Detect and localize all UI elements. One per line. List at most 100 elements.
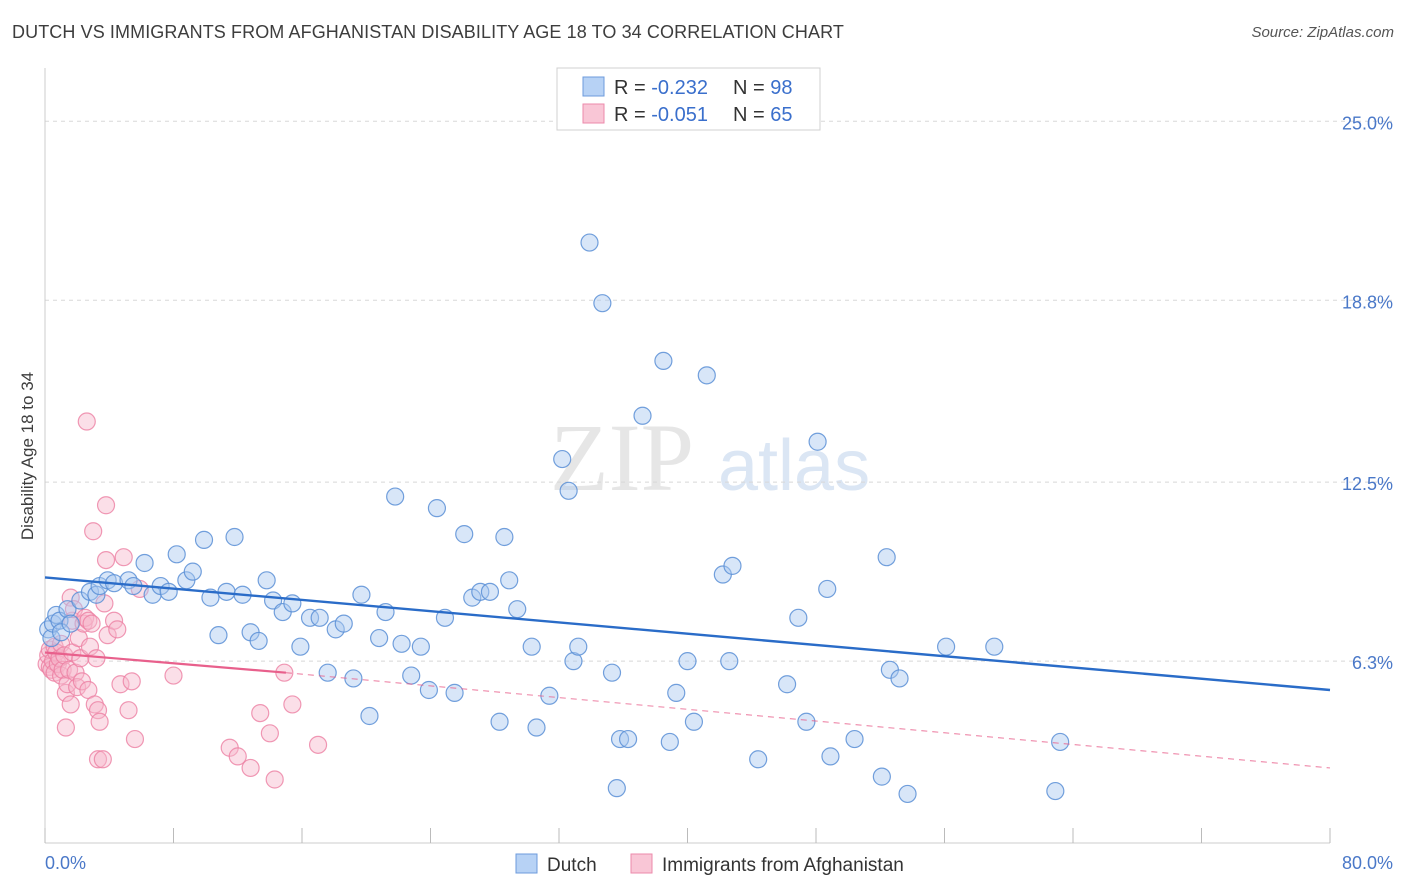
axes bbox=[44, 68, 1331, 844]
legend-swatch-afghan bbox=[582, 103, 605, 124]
afghan-point bbox=[251, 703, 270, 723]
dutch-point bbox=[872, 767, 891, 786]
dutch-point bbox=[402, 666, 421, 685]
y-tick-label: 25.0% bbox=[1342, 113, 1393, 133]
afghan-point bbox=[265, 770, 284, 789]
watermark-zip: ZIP bbox=[550, 404, 694, 511]
dutch-point bbox=[490, 712, 509, 731]
dutch-point bbox=[678, 652, 697, 671]
dutch-point bbox=[877, 548, 896, 567]
afghan-trend-line bbox=[44, 651, 287, 674]
dutch-point bbox=[1046, 781, 1065, 801]
legend-row-1-n: N = 98 bbox=[733, 77, 793, 99]
dutch-point bbox=[386, 487, 405, 506]
afghan-point bbox=[114, 548, 133, 567]
afghan-point bbox=[283, 695, 302, 714]
dutch-point bbox=[553, 449, 572, 469]
dutch-series bbox=[39, 233, 1070, 804]
afghan-point bbox=[84, 522, 103, 541]
dutch-point bbox=[334, 614, 353, 633]
legend-row-1: R = -0.232 bbox=[614, 77, 708, 99]
dutch-point bbox=[455, 525, 474, 544]
dutch-point bbox=[427, 499, 447, 518]
dutch-point bbox=[419, 680, 438, 700]
x-tick-label: 80.0% bbox=[1342, 853, 1393, 873]
afghan-point bbox=[77, 412, 96, 431]
afghan-point bbox=[111, 675, 130, 694]
dutch-point bbox=[749, 750, 768, 769]
dutch-point bbox=[445, 683, 464, 702]
afghan-point bbox=[61, 695, 80, 714]
afghan-point bbox=[56, 718, 75, 737]
dutch-point bbox=[660, 732, 679, 752]
afghan-point bbox=[88, 750, 108, 769]
afghan-point bbox=[88, 701, 108, 720]
dutch-point bbox=[667, 683, 686, 702]
afghan-point bbox=[164, 666, 183, 685]
dutch-point bbox=[937, 637, 956, 656]
dutch-point bbox=[684, 712, 704, 731]
dutch-point bbox=[602, 663, 622, 682]
afghan-point bbox=[90, 712, 109, 731]
afghan-trend-extension bbox=[285, 672, 1331, 769]
afghan-point bbox=[228, 747, 247, 766]
dutch-point bbox=[61, 614, 80, 633]
dutch-point bbox=[209, 626, 228, 645]
afghan-point bbox=[68, 678, 87, 697]
dutch-point bbox=[500, 571, 519, 590]
dutch-point bbox=[607, 779, 626, 798]
dutch-point bbox=[291, 637, 310, 656]
afghan-point bbox=[308, 735, 328, 754]
dutch-point bbox=[1051, 732, 1070, 752]
dutch-point bbox=[720, 652, 739, 671]
x-tick-labels: 0.0% 80.0% bbox=[45, 853, 1393, 873]
y-tick-label: 12.5% bbox=[1342, 474, 1393, 494]
dutch-point bbox=[47, 605, 66, 625]
afghan-point bbox=[82, 614, 101, 633]
chart-title: DUTCH VS IMMIGRANTS FROM AFGHANISTAN DIS… bbox=[12, 22, 844, 42]
dutch-point bbox=[580, 233, 599, 252]
dutch-point bbox=[352, 585, 371, 604]
dutch-point bbox=[310, 608, 329, 627]
correlation-legend: R = -0.232 N = 98 R = -0.051 N = 65 bbox=[556, 67, 821, 131]
legend-row-2-n: N = 65 bbox=[733, 104, 793, 126]
dutch-point bbox=[527, 718, 546, 737]
dutch-point bbox=[495, 527, 514, 547]
bottom-legend-swatch-afghan bbox=[630, 853, 653, 874]
dutch-trend-line bbox=[44, 576, 1331, 692]
dutch-point bbox=[985, 637, 1004, 656]
x-tick-label: 0.0% bbox=[45, 853, 86, 873]
legend-row-2: R = -0.051 bbox=[614, 104, 708, 126]
afghan-point bbox=[96, 496, 116, 515]
afghan-point bbox=[108, 620, 127, 639]
dutch-point bbox=[818, 579, 837, 599]
afghan-point bbox=[122, 672, 141, 691]
series-legend: Dutch Immigrants from Afghanistan bbox=[515, 853, 904, 876]
dutch-point bbox=[480, 582, 500, 601]
afghan-series bbox=[37, 412, 328, 789]
afghan-point bbox=[125, 729, 145, 749]
dutch-point bbox=[42, 628, 61, 648]
dutch-point bbox=[654, 351, 673, 371]
dutch-point bbox=[318, 663, 337, 682]
dutch-point bbox=[225, 527, 244, 547]
dutch-point bbox=[522, 637, 541, 656]
dutch-point bbox=[135, 553, 154, 573]
dutch-point bbox=[797, 712, 816, 731]
dutch-point bbox=[411, 637, 430, 656]
y-tick-label: 6.3% bbox=[1352, 653, 1393, 673]
watermark-atlas: atlas bbox=[718, 426, 870, 506]
dutch-point bbox=[471, 582, 490, 601]
y-tick-labels: 6.3% 12.5% 18.8% 25.0% bbox=[1342, 113, 1393, 673]
watermark: ZIP atlas bbox=[550, 404, 870, 511]
dutch-point bbox=[808, 432, 827, 451]
dutch-point bbox=[508, 600, 527, 619]
y-tick-label: 18.8% bbox=[1342, 292, 1393, 312]
trend-lines bbox=[44, 576, 1331, 769]
bottom-legend-dutch: Dutch bbox=[547, 855, 597, 876]
source-label: Source: ZipAtlas.com bbox=[1251, 24, 1394, 41]
dutch-point bbox=[890, 669, 909, 688]
dutch-point bbox=[300, 608, 320, 627]
dutch-point bbox=[58, 600, 77, 619]
dutch-point bbox=[159, 582, 178, 601]
